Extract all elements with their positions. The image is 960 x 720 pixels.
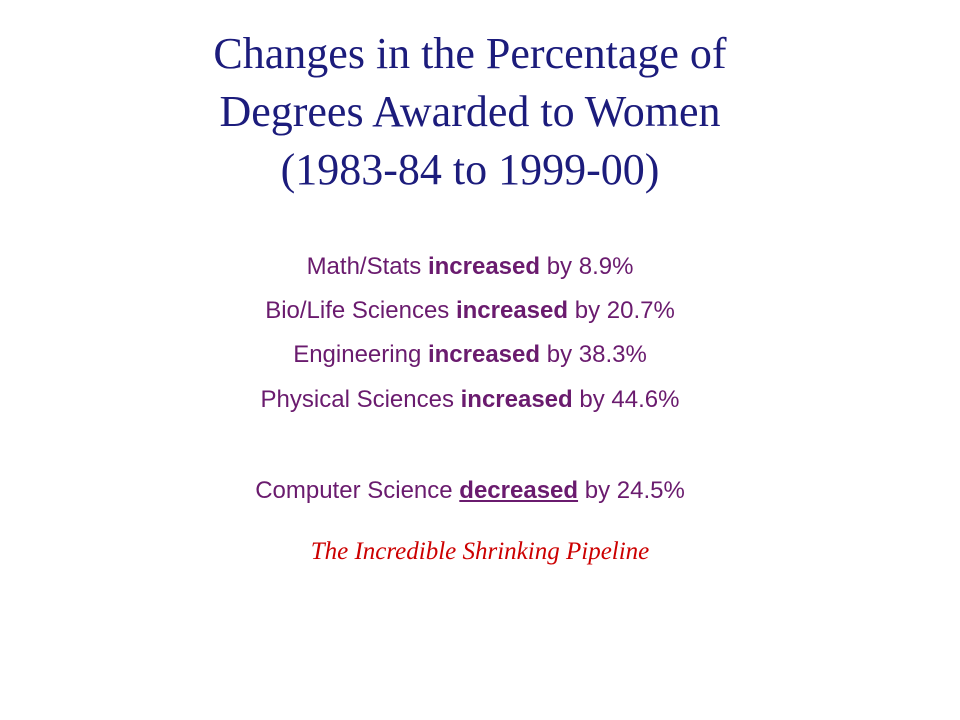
item-field: Bio/Life Sciences xyxy=(265,297,450,324)
item-field: Physical Sciences xyxy=(260,386,454,413)
item-line: Bio/Life Sciences increased by 20.7% xyxy=(0,297,940,325)
item-line: Computer Science decreased by 24.5% xyxy=(0,477,940,505)
item-line: Engineering increased by 38.3% xyxy=(0,341,940,369)
item-change: increased xyxy=(460,386,573,413)
item-line: Physical Sciences increased by 44.6% xyxy=(0,386,940,414)
title-line: Changes in the Percentage of xyxy=(213,29,727,78)
item-amount: 20.7% xyxy=(606,297,675,324)
item-amount: 24.5% xyxy=(616,477,685,504)
item-amount: 44.6% xyxy=(611,386,680,413)
item-change: increased xyxy=(427,341,541,368)
item-connector: by xyxy=(584,477,611,504)
item-amount: 38.3% xyxy=(578,341,647,368)
item-connector: by xyxy=(579,386,605,413)
item-field: Math/Stats xyxy=(306,253,422,280)
title-line: Degrees Awarded to Women xyxy=(219,87,721,136)
item-connector: by xyxy=(546,341,573,368)
caption: The Incredible Shrinking Pipeline xyxy=(310,538,650,565)
item-field: Engineering xyxy=(293,341,422,368)
item-connector: by xyxy=(546,253,573,280)
item-change: decreased xyxy=(459,477,579,504)
item-field: Computer Science xyxy=(255,477,453,504)
item-change: increased xyxy=(427,253,541,280)
item-connector: by xyxy=(574,297,601,324)
item-amount: 8.9% xyxy=(578,253,634,280)
item-line: Math/Stats increased by 8.9% xyxy=(0,253,940,281)
item-change: increased xyxy=(455,297,569,324)
title-line: (1983-84 to 1999-00) xyxy=(280,145,660,194)
